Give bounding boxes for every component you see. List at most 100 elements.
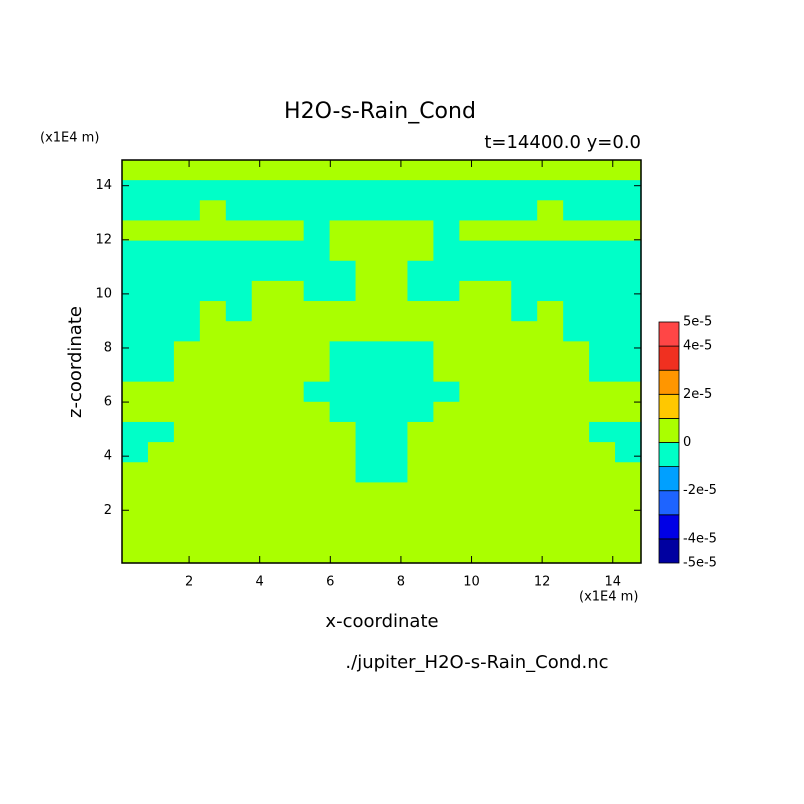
colorbar-segment: [658, 345, 680, 371]
field-cell: [589, 260, 616, 282]
chart-title: H2O-s-Rain_Cond: [284, 99, 476, 124]
field-cell: [303, 462, 331, 483]
field-cell: [251, 442, 279, 463]
field-cell: [199, 542, 227, 564]
field-cell: [537, 361, 564, 383]
field-cell: [225, 542, 253, 564]
field-cell: [251, 260, 279, 282]
field-cell: [329, 421, 357, 443]
field-cell: [173, 240, 201, 262]
field-cell: [251, 381, 279, 403]
field-cell: [277, 522, 305, 544]
field-cell: [433, 462, 460, 483]
field-cell: [173, 321, 201, 342]
field-cell: [122, 280, 149, 302]
field-cell: [355, 401, 383, 423]
field-cell: [199, 361, 227, 383]
field-cell: [277, 341, 305, 363]
field-cell: [589, 462, 616, 483]
field-cell: [433, 401, 460, 423]
field-cell: [485, 220, 512, 242]
field-cell: [485, 442, 512, 463]
field-cell: [122, 381, 149, 403]
field-cell: [225, 280, 253, 302]
x-tick-label: 2: [185, 575, 193, 590]
field-cell: [173, 280, 201, 302]
field-cell: [615, 260, 642, 282]
field-cell: [381, 220, 409, 242]
field-cell: [381, 200, 409, 222]
field-cell: [407, 421, 434, 443]
field-cell: [329, 260, 357, 282]
field-cell: [511, 160, 538, 181]
field-cell: [122, 301, 149, 322]
field-cell: [485, 260, 512, 282]
field-cell: [147, 542, 175, 564]
field-cell: [433, 321, 460, 342]
field-cell: [381, 321, 409, 342]
field-cell: [147, 522, 175, 544]
field-cell: [225, 361, 253, 383]
field-cell: [381, 160, 409, 181]
field-cell: [173, 260, 201, 282]
field-cell: [459, 240, 486, 262]
field-cell: [147, 341, 175, 363]
field-cell: [381, 381, 409, 403]
field-cell: [277, 220, 305, 242]
field-cell: [511, 442, 538, 463]
field-cell: [277, 160, 305, 181]
x-tick-label: 12: [534, 575, 551, 590]
colorbar-label: 0: [683, 435, 691, 450]
field-cell: [615, 381, 642, 403]
field-cell: [225, 381, 253, 403]
field-cell: [537, 280, 564, 302]
field-cell: [277, 200, 305, 222]
field-cell: [563, 462, 590, 483]
field-cell: [173, 381, 201, 403]
field-cell: [511, 260, 538, 282]
field-cell: [589, 401, 616, 423]
field-cell: [303, 522, 331, 544]
chart-subtitle: t=14400.0 y=0.0: [484, 132, 641, 153]
field-cell: [277, 381, 305, 403]
field-cell: [199, 482, 227, 504]
y-tick-label: 8: [104, 340, 112, 355]
field-cell: [485, 421, 512, 443]
field-cell: [173, 301, 201, 322]
field-cell: [122, 502, 149, 524]
field-cell: [407, 301, 434, 322]
field-cell: [589, 180, 616, 201]
field-cell: [485, 321, 512, 342]
field-cell: [589, 341, 616, 363]
field-cell: [251, 421, 279, 443]
field-cell: [277, 401, 305, 423]
field-cell: [122, 180, 149, 201]
field-cell: [381, 361, 409, 383]
field-cell: [147, 502, 175, 524]
field-cell: [563, 180, 590, 201]
field-cell: [199, 442, 227, 463]
field-cell: [355, 160, 383, 181]
field-cell: [537, 260, 564, 282]
field-cell: [589, 321, 616, 342]
field-cell: [355, 502, 383, 524]
field-cell: [303, 442, 331, 463]
x-tick-label: 10: [463, 575, 480, 590]
field-cell: [563, 260, 590, 282]
field-cell: [381, 462, 409, 483]
field-cell: [511, 200, 538, 222]
field-cell: [485, 482, 512, 504]
field-cell: [511, 401, 538, 423]
field-cell: [225, 401, 253, 423]
field-cell: [589, 381, 616, 403]
field-cell: [122, 341, 149, 363]
field-cell: [381, 522, 409, 544]
y-tick-label: 4: [104, 449, 112, 464]
colorbar-segment: [658, 369, 680, 395]
field-cell: [407, 220, 434, 242]
field-cell: [563, 361, 590, 383]
field-cell: [459, 502, 486, 524]
y-tick-label: 2: [104, 503, 112, 518]
field-cell: [433, 301, 460, 322]
